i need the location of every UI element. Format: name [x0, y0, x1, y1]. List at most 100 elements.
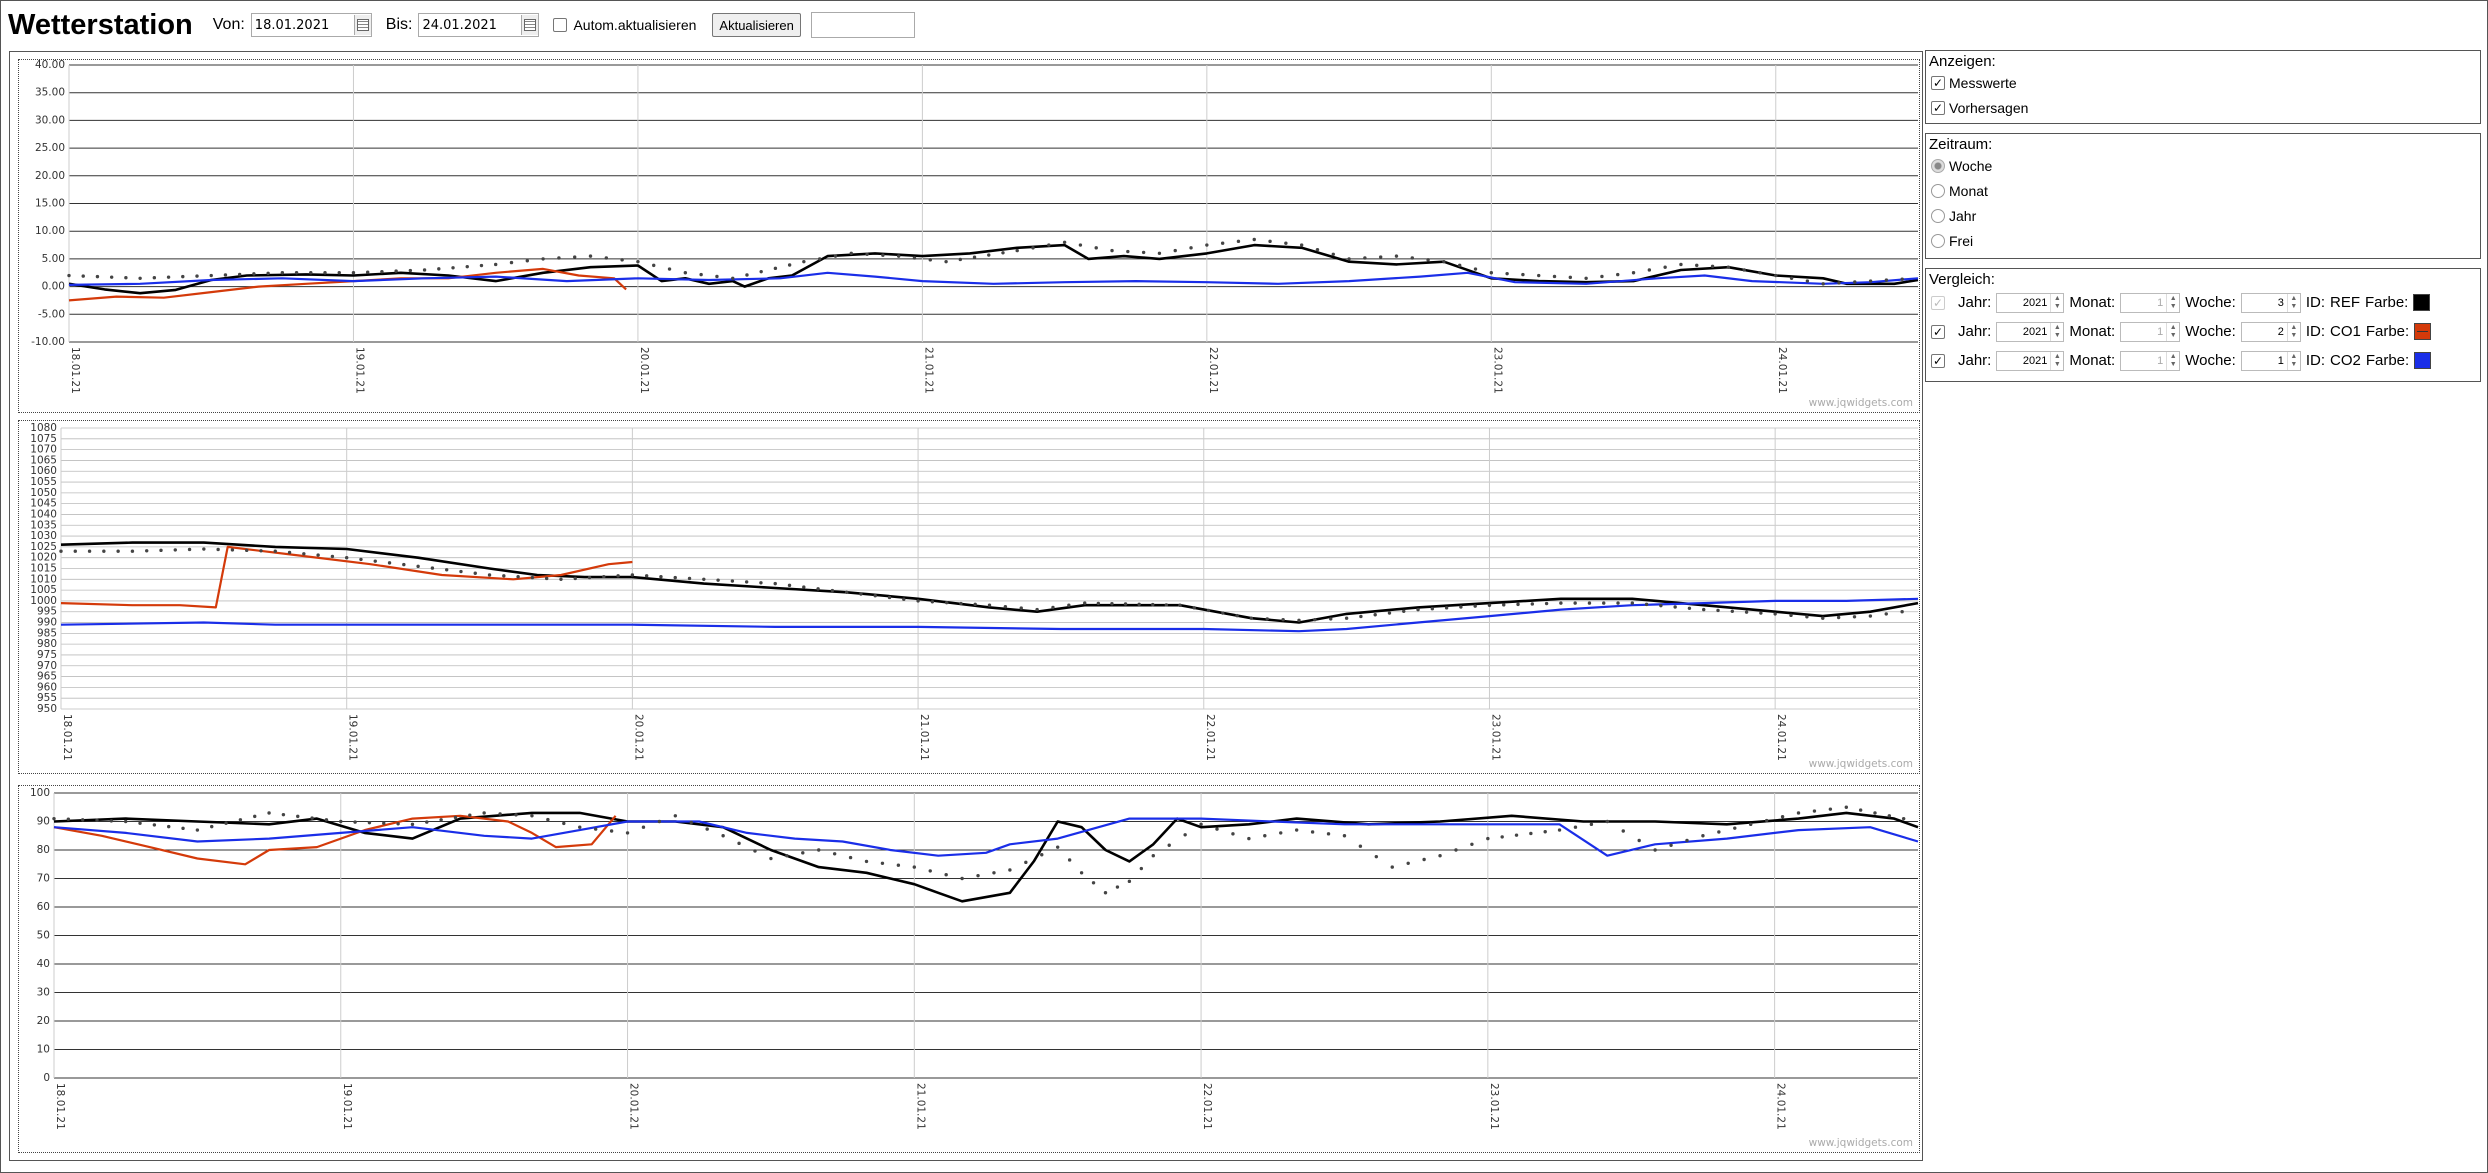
zeitraum-option-jahr[interactable]: Jahr [1931, 203, 2480, 228]
anzeigen-vorhersagen[interactable]: ✓ Vorhersagen [1931, 95, 2480, 120]
y-tick-label: 990 [37, 617, 57, 629]
x-tick-label: 19.01.21 [353, 347, 365, 394]
forecast-point [1031, 246, 1035, 250]
zeitraum-option-monat[interactable]: Monat [1931, 178, 2480, 203]
forecast-point [95, 818, 99, 823]
spinner-arrows-icon[interactable]: ▲ ▼ [2050, 293, 2063, 312]
forecast-point [1221, 611, 1225, 615]
forecast-point [67, 273, 71, 278]
spinner-arrows-icon[interactable]: ▲ ▼ [2286, 351, 2300, 370]
vorhersagen-checkbox[interactable]: ✓ [1931, 100, 1945, 115]
forecast-point [716, 578, 720, 582]
refresh-status-field[interactable] [810, 12, 915, 38]
forecast-point [195, 828, 200, 832]
forecast-point [1096, 601, 1101, 606]
spinner-arrows-icon[interactable]: ▲ ▼ [2050, 351, 2063, 370]
y-tick-label: 1045 [30, 498, 57, 510]
forecast-point [1151, 602, 1155, 607]
forecast-point [1901, 816, 1906, 821]
forecast-point [744, 580, 749, 584]
frei-radio[interactable] [1931, 233, 1945, 248]
calendar-icon[interactable] [521, 15, 539, 35]
forecast-point [1764, 818, 1769, 823]
id-label: ID: [2305, 323, 2325, 340]
refresh-button[interactable]: Aktualisieren [712, 13, 801, 37]
y-tick-label: 15.00 [35, 198, 65, 210]
forecast-point [525, 259, 529, 263]
forecast-point [1387, 611, 1392, 615]
color-swatch[interactable] [2414, 323, 2432, 340]
anzeigen-messwerte[interactable]: ✓ Messwerte [1931, 70, 2480, 95]
forecast-point [1821, 616, 1825, 620]
forecast-point [616, 574, 620, 578]
forecast-point [1459, 605, 1463, 609]
forecast-point [687, 576, 692, 581]
messwerte-checkbox[interactable]: ✓ [1931, 75, 1945, 90]
spinner-arrows-icon[interactable]: ▲ ▼ [2286, 293, 2300, 312]
forecast-point [365, 270, 370, 274]
zeitraum-option-frei[interactable]: Frei [1931, 228, 2480, 253]
forecast-point [930, 600, 935, 604]
jahr-radio[interactable] [1931, 208, 1945, 223]
forecast-point [1663, 265, 1667, 269]
calendar-icon[interactable] [353, 15, 371, 35]
forecast-point [159, 548, 163, 553]
von-date-input[interactable]: 18.01.2021 [250, 13, 372, 37]
spinner-arrows-icon[interactable]: ▲ ▼ [2050, 322, 2063, 341]
series-ref-line [53, 811, 1919, 903]
y-tick-label: 20.00 [35, 170, 65, 182]
forecast-point [1205, 243, 1209, 247]
jahr-spinner[interactable]: 2021 ▲ ▼ [1996, 292, 2065, 313]
spinner-arrows-icon[interactable]: ▲ ▼ [2286, 322, 2300, 341]
forecast-point [544, 576, 549, 581]
forecast-point [1164, 603, 1169, 607]
jahr-spinner[interactable]: 2021 ▲ ▼ [1996, 321, 2065, 342]
y-tick-label: 1025 [30, 541, 57, 553]
forecast-point [1796, 811, 1801, 815]
bis-date-input[interactable]: 24.01.2021 [418, 13, 540, 37]
woche-spinner[interactable]: 2 ▲ ▼ [2240, 321, 2301, 342]
y-tick-label: 1065 [30, 454, 57, 466]
forecast-point [394, 269, 398, 273]
color-swatch[interactable] [2413, 294, 2431, 311]
y-tick-label: 970 [37, 660, 57, 672]
series-co1-line [60, 545, 633, 609]
forecast-point [1473, 267, 1478, 271]
forecast-point [1137, 602, 1141, 607]
forecast-point [1884, 278, 1889, 282]
forecast-point [138, 276, 142, 280]
forecast-point [1062, 240, 1067, 244]
monat-radio[interactable] [1931, 183, 1945, 198]
woche-spinner[interactable]: 3 ▲ ▼ [2240, 292, 2301, 313]
woche-radio[interactable] [1931, 158, 1945, 173]
y-tick-label: 10.00 [35, 225, 65, 237]
forecast-point [408, 268, 413, 273]
vergleich-checkbox[interactable]: ✓ [1931, 353, 1945, 368]
von-date-value: 18.01.2021 [254, 17, 330, 33]
color-swatch[interactable] [2414, 352, 2432, 369]
forecast-point [1744, 610, 1749, 614]
forecast-point [237, 272, 242, 277]
forecast-point [252, 272, 256, 276]
auto-refresh-checkbox[interactable] [553, 18, 568, 32]
forecast-point [731, 276, 735, 280]
zeitraum-option-woche[interactable]: Woche [1931, 153, 2480, 178]
forecast-point [66, 817, 71, 821]
jahr-spinner[interactable]: 2021 ▲ ▼ [1996, 350, 2065, 371]
forecast-point [730, 579, 735, 583]
series-co2-line [60, 597, 1919, 633]
y-tick-label: 30 [37, 987, 50, 999]
forecast-point [1669, 843, 1673, 847]
forecast-point [1836, 615, 1841, 620]
forecast-point [422, 268, 427, 272]
vergleich-checkbox[interactable]: ✓ [1931, 324, 1945, 339]
forecast-point [1110, 248, 1114, 253]
forecast-point [145, 549, 149, 553]
y-tick-label: 40 [37, 958, 50, 970]
y-tick-label: -5.00 [38, 308, 65, 320]
woche-spinner[interactable]: 1 ▲ ▼ [2240, 350, 2301, 371]
forecast-point [195, 274, 199, 278]
forecast-point [1559, 601, 1563, 605]
forecast-point [830, 588, 835, 593]
forecast-point [1685, 838, 1689, 843]
